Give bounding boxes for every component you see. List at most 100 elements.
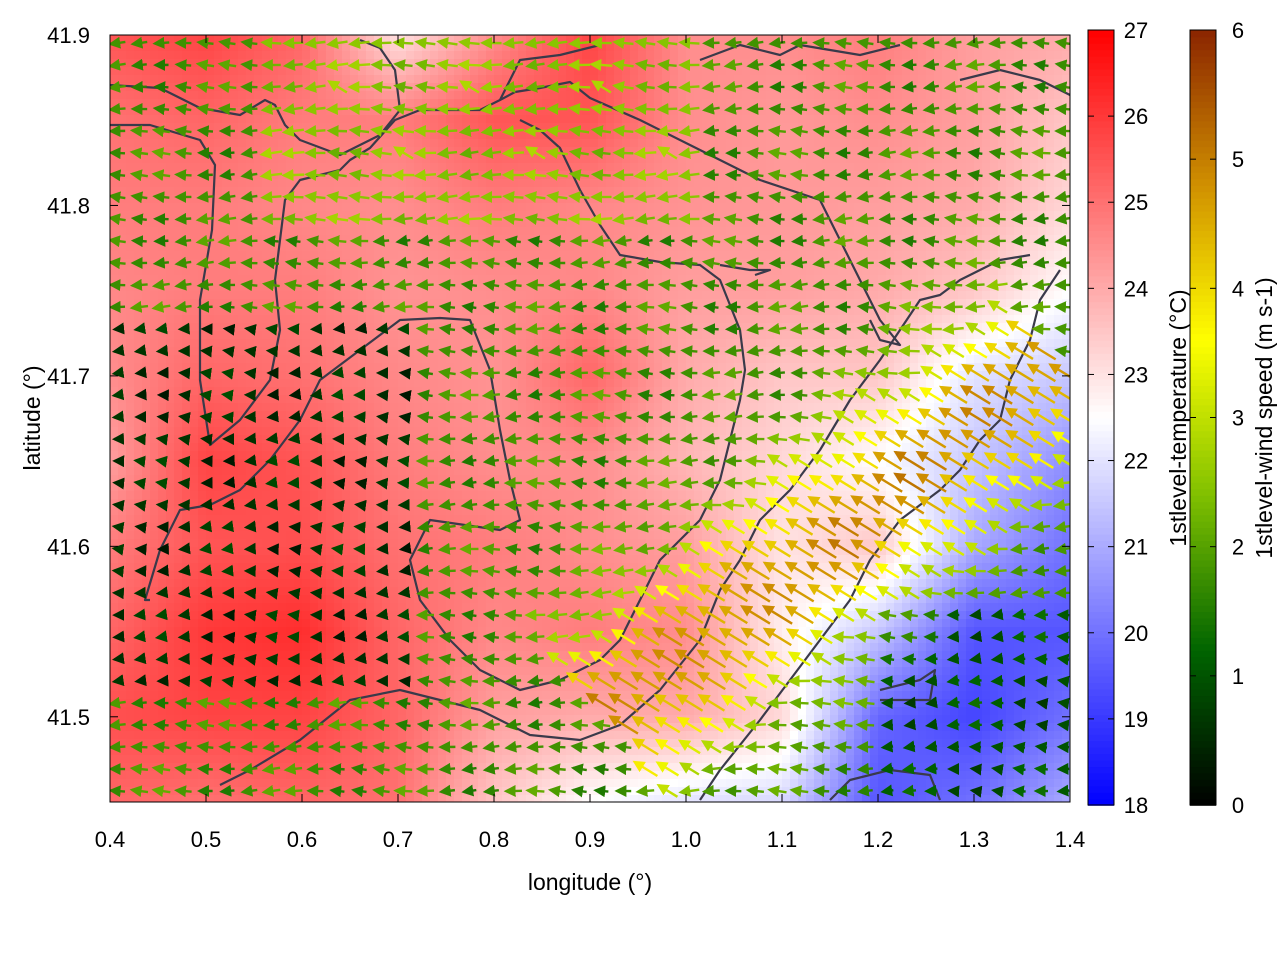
- heatmap-cell: [918, 115, 927, 124]
- heatmap-cell: [294, 251, 303, 260]
- heatmap-cell: [478, 155, 487, 164]
- heatmap-cell: [446, 355, 455, 364]
- heatmap-cell: [630, 91, 639, 100]
- heatmap-cell: [558, 291, 567, 300]
- heatmap-cell: [174, 203, 183, 212]
- heatmap-cell: [606, 347, 615, 356]
- heatmap-cell: [534, 355, 543, 364]
- heatmap-cell: [662, 139, 671, 148]
- heatmap-cell: [542, 67, 551, 76]
- heatmap-cell: [798, 339, 807, 348]
- heatmap-cell: [790, 291, 799, 300]
- heatmap-cell: [262, 51, 271, 60]
- heatmap-cell: [982, 243, 991, 252]
- heatmap-cell: [998, 139, 1007, 148]
- heatmap-cell: [182, 315, 191, 324]
- heatmap-cell: [838, 163, 847, 172]
- heatmap-cell: [998, 275, 1007, 284]
- heatmap-cell: [638, 291, 647, 300]
- heatmap-cell: [222, 331, 231, 340]
- heatmap-cell: [278, 163, 287, 172]
- heatmap-cell: [678, 107, 687, 116]
- heatmap-cell: [918, 107, 927, 116]
- heatmap-cell: [270, 291, 279, 300]
- heatmap-cell: [702, 187, 711, 196]
- heatmap-cell: [838, 331, 847, 340]
- heatmap-cell: [414, 187, 423, 196]
- heatmap-cell: [750, 203, 759, 212]
- heatmap-cell: [726, 187, 735, 196]
- heatmap-cell: [238, 75, 247, 84]
- heatmap-cell: [494, 99, 503, 108]
- heatmap-cell: [566, 307, 575, 316]
- heatmap-cell: [350, 355, 359, 364]
- heatmap-cell: [774, 235, 783, 244]
- heatmap-cell: [278, 291, 287, 300]
- heatmap-cell: [358, 75, 367, 84]
- heatmap-cell: [630, 219, 639, 228]
- heatmap-cell: [726, 163, 735, 172]
- heatmap-cell: [294, 203, 303, 212]
- heatmap-cell: [590, 51, 599, 60]
- heatmap-cell: [134, 267, 143, 276]
- heatmap-cell: [870, 171, 879, 180]
- heatmap-cell: [614, 251, 623, 260]
- heatmap-cell: [534, 139, 543, 148]
- heatmap-cell: [270, 43, 279, 52]
- heatmap-cell: [150, 355, 159, 364]
- heatmap-cell: [782, 139, 791, 148]
- heatmap-cell: [1022, 155, 1031, 164]
- heatmap-cell: [614, 139, 623, 148]
- heatmap-cell: [886, 51, 895, 60]
- heatmap-cell: [550, 355, 559, 364]
- heatmap-cell: [902, 267, 911, 276]
- heatmap-cell: [822, 43, 831, 52]
- heatmap-cell: [758, 355, 767, 364]
- heatmap-cell: [470, 115, 479, 124]
- heatmap-cell: [702, 363, 711, 372]
- heatmap-cell: [318, 179, 327, 188]
- heatmap-cell: [766, 131, 775, 140]
- heatmap-cell: [934, 235, 943, 244]
- heatmap-cell: [798, 163, 807, 172]
- heatmap-cell: [998, 107, 1007, 116]
- heatmap-cell: [254, 331, 263, 340]
- heatmap-cell: [302, 315, 311, 324]
- heatmap-cell: [502, 115, 511, 124]
- heatmap-cell: [502, 51, 511, 60]
- heatmap-cell: [1062, 179, 1070, 188]
- heatmap-cell: [966, 291, 975, 300]
- heatmap-cell: [830, 331, 839, 340]
- heatmap-cell: [110, 155, 119, 164]
- heatmap-cell: [654, 51, 663, 60]
- heatmap-cell: [318, 67, 327, 76]
- heatmap-cell: [246, 315, 255, 324]
- heatmap-cell: [566, 251, 575, 260]
- heatmap-cell: [902, 243, 911, 252]
- heatmap-cell: [678, 99, 687, 108]
- heatmap-cell: [878, 67, 887, 76]
- heatmap-cell: [702, 99, 711, 108]
- heatmap-cell: [718, 347, 727, 356]
- heatmap-cell: [982, 35, 991, 44]
- heatmap-cell: [142, 155, 151, 164]
- heatmap-cell: [862, 187, 871, 196]
- heatmap-cell: [422, 243, 431, 252]
- heatmap-cell: [750, 131, 759, 140]
- heatmap-cell: [302, 331, 311, 340]
- heatmap-cell: [462, 139, 471, 148]
- heatmap-cell: [782, 163, 791, 172]
- heatmap-cell: [686, 267, 695, 276]
- heatmap-cell: [134, 187, 143, 196]
- heatmap-cell: [734, 307, 743, 316]
- heatmap-cell: [342, 259, 351, 268]
- heatmap-cell: [142, 91, 151, 100]
- heatmap-cell: [678, 315, 687, 324]
- heatmap-cell: [678, 251, 687, 260]
- heatmap-cell: [446, 251, 455, 260]
- heatmap-cell: [182, 139, 191, 148]
- heatmap-cell: [846, 299, 855, 308]
- heatmap-cell: [566, 283, 575, 292]
- heatmap-cell: [894, 43, 903, 52]
- heatmap-cell: [710, 363, 719, 372]
